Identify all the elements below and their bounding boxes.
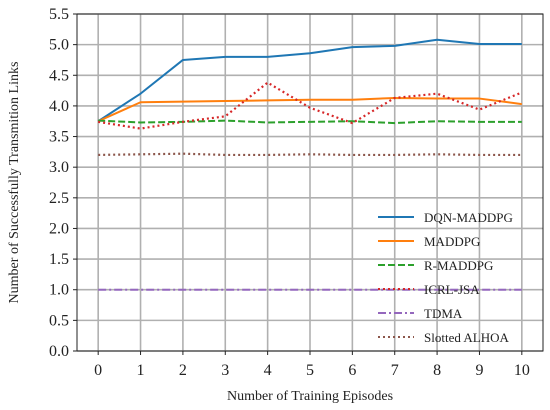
- legend-label: ICRL-JSA: [424, 282, 480, 297]
- y-tick-label: 3.5: [49, 129, 69, 146]
- y-tick-label: 4.5: [49, 67, 69, 84]
- x-tick-label: 9: [475, 362, 483, 379]
- x-tick-label: 3: [221, 362, 229, 379]
- y-tick-label: 0.5: [49, 312, 69, 329]
- y-tick-label: 1.0: [49, 282, 69, 299]
- y-tick-label: 1.5: [49, 251, 69, 268]
- y-tick-label: 4.0: [49, 98, 69, 115]
- legend-label: TDMA: [424, 306, 463, 321]
- y-tick-label: 2.0: [49, 220, 69, 237]
- x-tick-labels: 0 1 2 3 4 5 6 7 8 9 10: [94, 351, 530, 379]
- legend-label: DQN-MADDPG: [424, 210, 513, 225]
- y-tick-label: 3.0: [49, 159, 69, 176]
- series-line-3: [98, 81, 523, 130]
- x-tick-label: 0: [94, 362, 102, 379]
- y-tick-label: 0.0: [49, 343, 69, 360]
- series-line-5: [98, 152, 522, 157]
- x-tick-label: 10: [514, 362, 530, 379]
- legend-label: R-MADDPG: [424, 258, 493, 273]
- y-tick-label: 2.5: [49, 190, 69, 207]
- x-tick-label: 1: [137, 362, 145, 379]
- x-tick-label: 8: [433, 362, 441, 379]
- x-tick-label: 6: [348, 362, 356, 379]
- legend: DQN-MADDPG MADDPG R-MADDPG ICRL-JSA TDMA Slot…: [378, 210, 513, 345]
- legend-label: Slotted ALHOA: [424, 330, 509, 345]
- x-tick-label: 5: [306, 362, 314, 379]
- series-line-1: [97, 96, 522, 123]
- series-lines: [97, 38, 523, 291]
- series-line-2: [98, 119, 522, 125]
- y-tick-labels: 0.0 0.5 1.0 1.5 2.0 2.5 3.0 3.5 4.0 4.5 5.0 5.5: [49, 6, 77, 360]
- grid: [77, 13, 543, 352]
- y-axis-label: Number of Successfully Transmition Links: [7, 62, 22, 304]
- legend-label: MADDPG: [424, 234, 480, 249]
- x-axis-label: Number of Training Episodes: [227, 389, 393, 404]
- series-line-0: [97, 38, 522, 123]
- y-tick-label: 5.0: [49, 37, 69, 54]
- y-tick-label: 5.5: [49, 6, 69, 23]
- x-tick-label: 4: [264, 362, 272, 379]
- x-tick-label: 7: [391, 362, 399, 379]
- x-tick-label: 2: [179, 362, 187, 379]
